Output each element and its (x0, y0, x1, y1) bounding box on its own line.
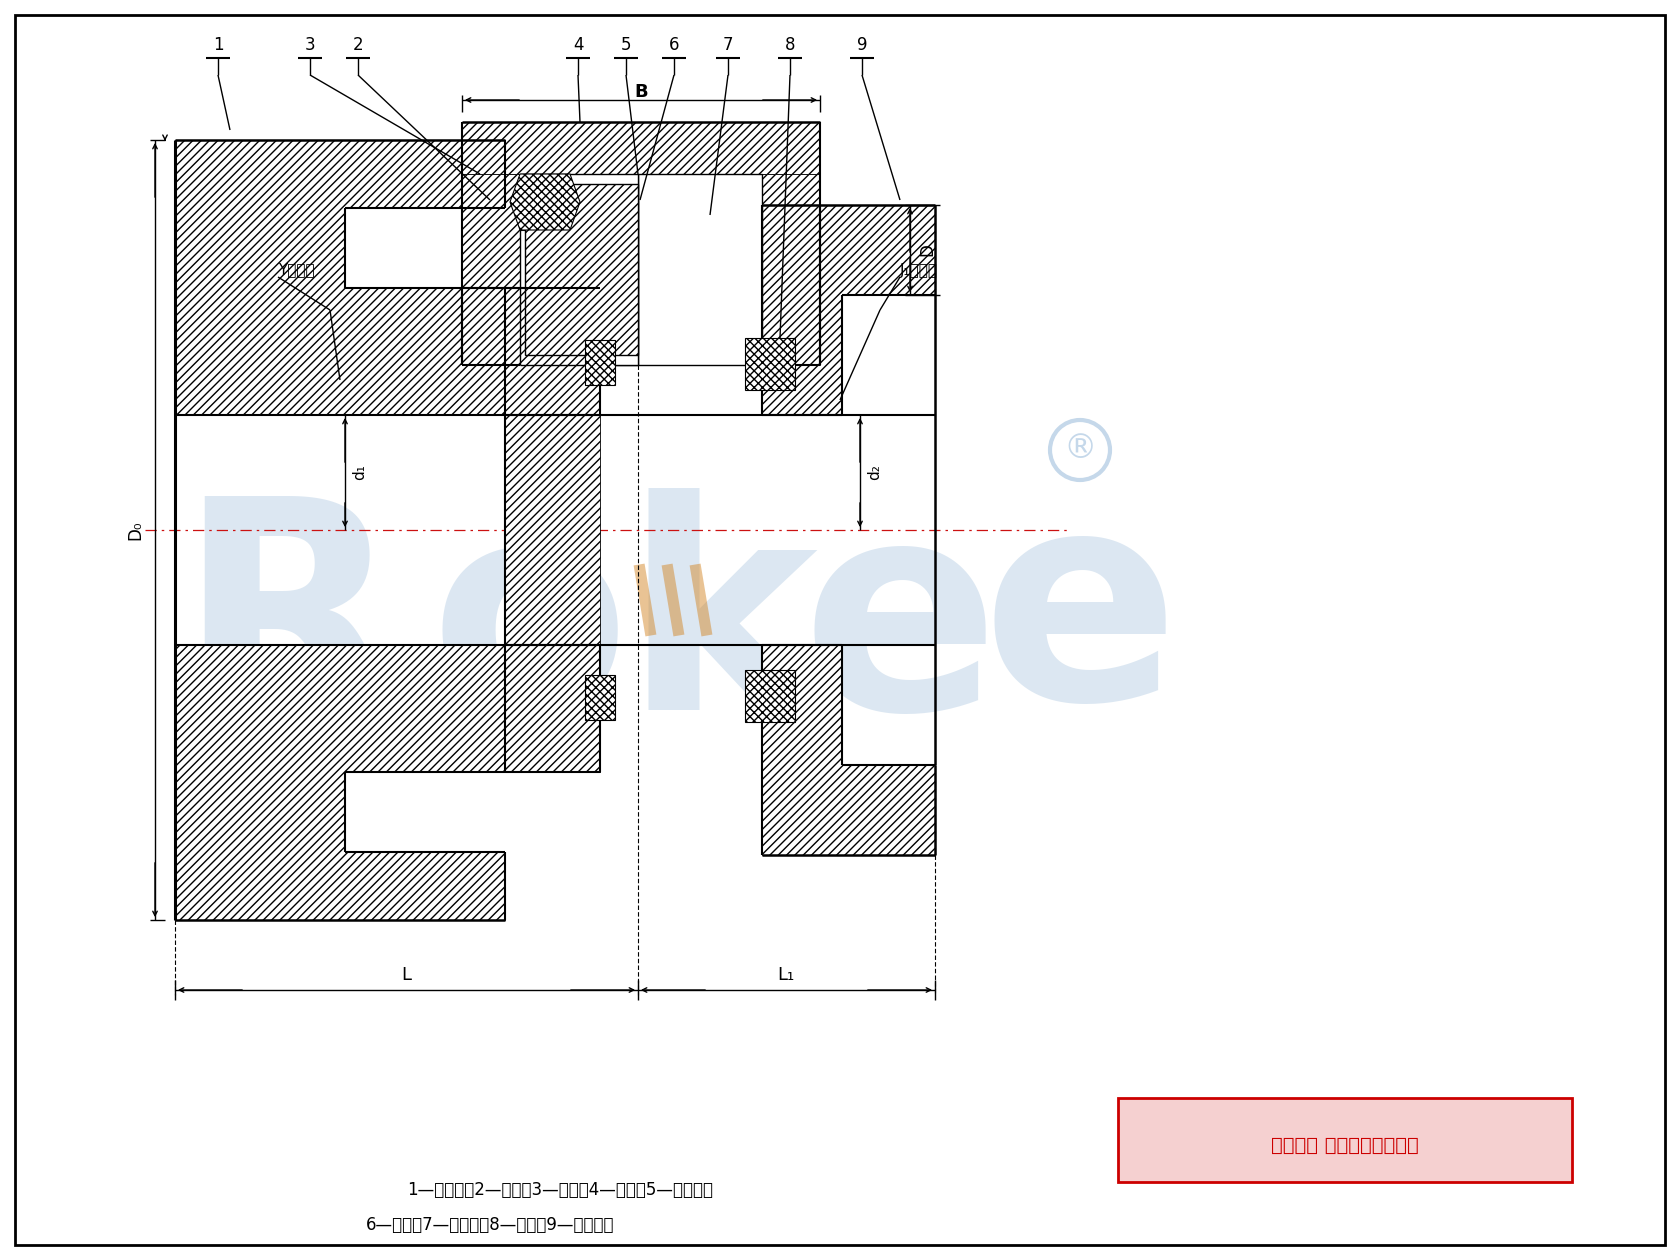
Polygon shape (744, 670, 795, 722)
Polygon shape (175, 645, 600, 920)
Polygon shape (763, 645, 936, 856)
Text: 9: 9 (857, 37, 867, 54)
Polygon shape (585, 675, 615, 719)
Polygon shape (175, 140, 600, 415)
Text: 4: 4 (573, 37, 583, 54)
Polygon shape (585, 340, 615, 386)
Text: B: B (633, 83, 648, 101)
Text: d₁: d₁ (353, 464, 368, 480)
Text: R: R (178, 489, 402, 771)
Text: k: k (623, 489, 816, 771)
Polygon shape (462, 122, 820, 174)
Polygon shape (462, 174, 521, 365)
Text: 2: 2 (353, 37, 363, 54)
Text: e: e (981, 479, 1179, 761)
Polygon shape (526, 184, 638, 355)
Polygon shape (744, 338, 795, 391)
Polygon shape (763, 174, 820, 365)
Text: 1—制动轮；2—螺栓；3—垫圈；4—外套；5—内挡板；: 1—制动轮；2—螺栓；3—垫圈；4—外套；5—内挡板； (407, 1181, 712, 1200)
Text: 6—柱销；7—外挡圈；8—挡圈；9—半联轴器: 6—柱销；7—外挡圈；8—挡圈；9—半联轴器 (366, 1216, 615, 1234)
Text: D₀: D₀ (126, 520, 144, 539)
Text: d₂: d₂ (867, 464, 882, 480)
Text: L₁: L₁ (778, 966, 795, 984)
Text: 7: 7 (722, 37, 732, 54)
Polygon shape (521, 174, 638, 365)
Text: ®: ® (1063, 431, 1097, 465)
Text: 1: 1 (213, 37, 223, 54)
Text: 8: 8 (785, 37, 795, 54)
Text: o: o (430, 489, 630, 771)
Text: 5: 5 (620, 37, 632, 54)
Text: 版权所有 侵权必被严厉追究: 版权所有 侵权必被严厉追究 (1272, 1135, 1420, 1154)
Text: D: D (917, 243, 936, 257)
Polygon shape (763, 205, 936, 415)
FancyBboxPatch shape (1117, 1097, 1572, 1182)
Polygon shape (511, 174, 580, 231)
Polygon shape (521, 174, 638, 365)
Polygon shape (506, 289, 600, 772)
Text: 6: 6 (669, 37, 679, 54)
Polygon shape (763, 205, 820, 365)
Text: 3: 3 (304, 37, 316, 54)
Text: Y型轴孔: Y型轴孔 (277, 262, 314, 277)
Text: J₁型轴孔: J₁型轴孔 (900, 262, 937, 277)
Text: L: L (402, 966, 412, 984)
Text: e: e (801, 489, 1000, 771)
